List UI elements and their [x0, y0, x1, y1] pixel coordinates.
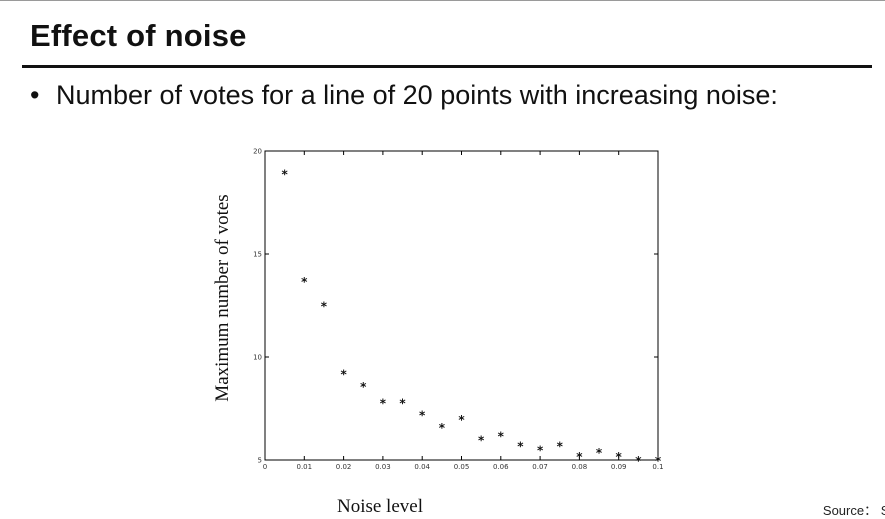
y-axis-label: Maximum number of votes — [212, 194, 233, 401]
data-point: * — [458, 413, 465, 427]
data-point: * — [478, 433, 485, 447]
data-point: * — [380, 396, 387, 410]
data-point: * — [498, 429, 505, 443]
x-tick-label: 0.01 — [297, 463, 313, 471]
x-tick-label: 0 — [263, 463, 267, 471]
y-tick-label: 5 — [258, 457, 262, 465]
data-point: * — [616, 450, 623, 464]
data-point: * — [655, 454, 662, 468]
data-point: * — [399, 396, 406, 410]
source-credit: Source： S. — [822, 503, 885, 518]
slide-title: Effect of noise — [30, 18, 247, 53]
data-point: * — [557, 440, 564, 454]
y-tick-label: 15 — [253, 251, 262, 259]
data-point: * — [576, 450, 583, 464]
top-border — [0, 0, 885, 1]
x-tick-label: 0.05 — [454, 463, 470, 471]
x-tick-label: 0.09 — [611, 463, 627, 471]
title-underline — [22, 65, 872, 68]
data-point: * — [439, 421, 446, 435]
data-point: * — [517, 440, 524, 454]
x-axis-label: Noise level — [337, 496, 423, 516]
data-point: * — [360, 380, 367, 394]
data-point: * — [321, 300, 328, 314]
data-point: * — [596, 446, 603, 460]
bullet-text: Number of votes for a line of 20 points … — [56, 80, 778, 110]
data-point: * — [301, 275, 308, 289]
data-point: * — [635, 454, 642, 468]
y-tick-label: 10 — [253, 354, 262, 362]
data-point: * — [340, 367, 347, 381]
x-tick-label: 0.04 — [414, 463, 430, 471]
data-point: * — [282, 168, 289, 182]
x-tick-label: 0.07 — [532, 463, 548, 471]
data-points: * * * * * * * * * * * * * * * * * * * * — [282, 168, 662, 468]
x-tick-label: 0.02 — [336, 463, 352, 471]
axis-ticks — [264, 150, 659, 461]
bullet-item: • Number of votes for a line of 20 points… — [30, 80, 778, 111]
x-tick-label: 0.08 — [572, 463, 588, 471]
x-tick-label: 0.1 — [652, 463, 663, 471]
tick-labels: 0 0.01 0.02 0.03 0.04 0.05 0.06 0.07 0.08 0.09 0.1… — [253, 148, 663, 472]
y-tick-label: 20 — [253, 148, 262, 156]
data-point: * — [537, 444, 544, 458]
bullet-dot-icon: • — [30, 80, 40, 110]
data-point: * — [419, 409, 426, 423]
x-tick-label: 0.03 — [375, 463, 391, 471]
x-tick-label: 0.06 — [493, 463, 509, 471]
